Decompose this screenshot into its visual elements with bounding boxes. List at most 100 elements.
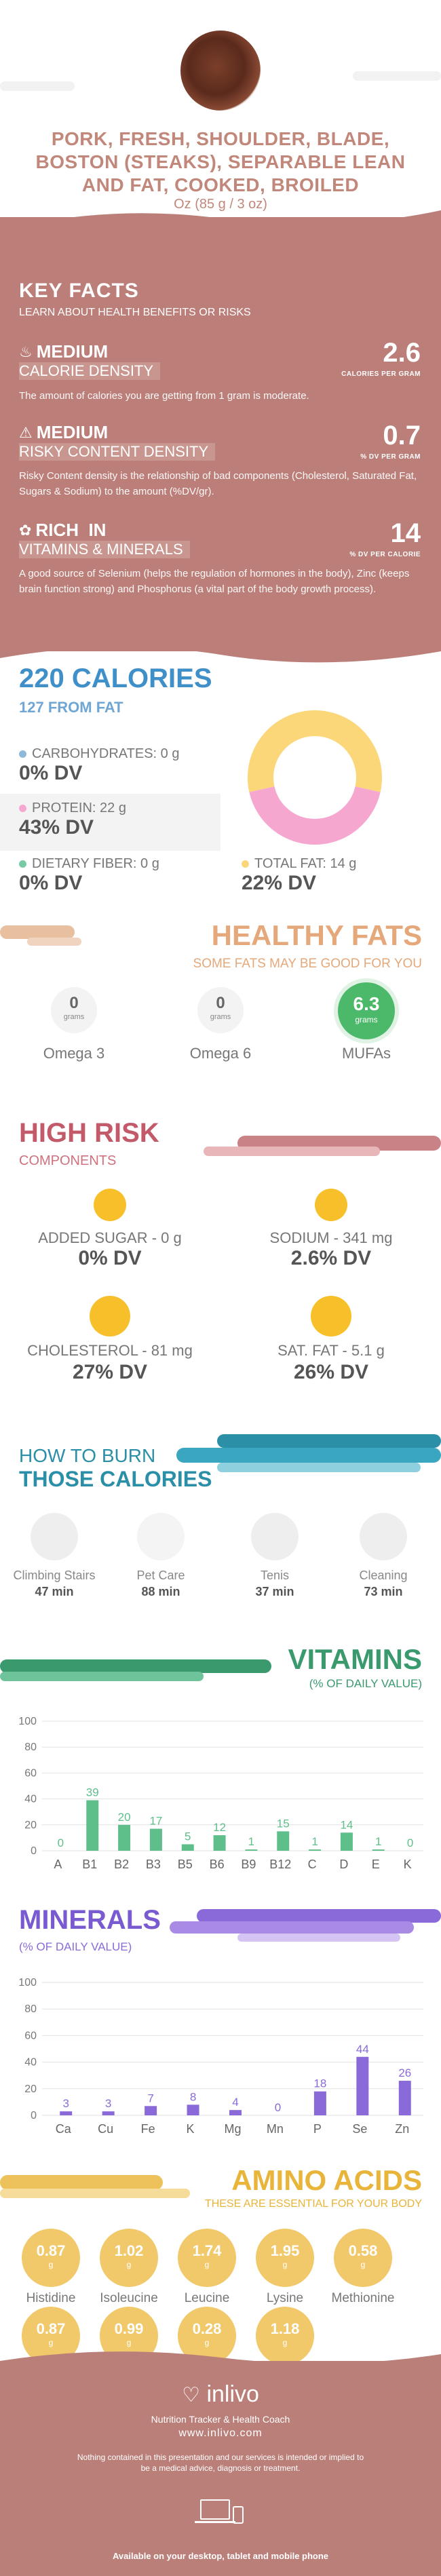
amino-unit: g [204, 2260, 210, 2269]
fiber-block: DIETARY FIBER: 0 g 0% DV [19, 856, 159, 895]
footer-disclaimer: Nothing contained in this presentation a… [77, 2453, 364, 2473]
smile-icon [94, 1189, 126, 1221]
stairs-icon [31, 1513, 78, 1560]
mineral-category-label: Ca [56, 2122, 72, 2136]
vitamin-ytick-label: 80 [24, 1742, 37, 1753]
vitamin-ytick-label: 40 [24, 1794, 37, 1805]
amino-value: 1.18 [270, 2320, 300, 2337]
vitamin-category-label: D [339, 1858, 348, 1871]
omega3-unit: grams [63, 1013, 85, 1021]
high-risk-subtitle: COMPONENTS [19, 1153, 117, 1168]
vitamin-bar-D [340, 1832, 353, 1851]
omega6-name: Omega 6 [189, 1045, 252, 1062]
smile-icon [315, 1189, 347, 1221]
activity-tennis-name: Tenis [260, 1569, 290, 1582]
mineral-bar-Cu [102, 2111, 115, 2115]
high-risk-decor [204, 1136, 441, 1156]
high-risk-title: HIGH RISK [19, 1118, 159, 1148]
amino-name: Histidine [26, 2291, 76, 2305]
donut-segment-fat [248, 710, 382, 792]
sat-fat-dv-wrap: 26% DV [229, 1361, 433, 1384]
activity-cleaning-name: Cleaning [359, 1569, 408, 1582]
vitamins-rich-level: RICH IN [35, 520, 107, 540]
mineral-category-label: Fe [141, 2122, 155, 2136]
amino-circle-valine: 1.18 g [256, 2307, 314, 2365]
footer-tagline: Nutrition Tracker & Health Coach [151, 2414, 290, 2425]
amino-unit: g [204, 2338, 210, 2347]
minerals-bar-chart: 0 20 40 60 80 100 3 Ca 3 Cu 7 Fe 8 K 4 Mg 0 Mn 18 P 44 Se 26 Zn [19, 1977, 423, 2136]
cholesterol-label: CHOLESTEROL - 81 mg [27, 1342, 193, 1359]
mineral-bar-Fe [145, 2106, 157, 2115]
amino-unit: g [126, 2338, 132, 2347]
footer-url[interactable]: www.inlivo.com [178, 2427, 263, 2439]
added-sugar-label: ADDED SUGAR - 0 g [38, 1229, 182, 1246]
minerals-subtitle: (% OF DAILY VALUE) [19, 1940, 132, 1953]
tennis-icon [251, 1513, 299, 1560]
omega3-bubble: 0 grams [51, 987, 97, 1033]
omega3-value: 0 [69, 994, 79, 1012]
dog-walk-icon [137, 1513, 185, 1560]
protein-dot [19, 805, 26, 812]
vitamin-ytick-label: 20 [24, 1820, 37, 1831]
calories-from-fat: 127 FROM FAT [19, 699, 123, 716]
omega3-name: Omega 3 [43, 1045, 105, 1062]
sodium-dv: 2.6% DV [290, 1247, 372, 1269]
risky-density-text: Risky Content density is the relationshi… [19, 470, 417, 497]
fiber-label: DIETARY FIBER: 0 g [32, 856, 159, 871]
vitamin-ytick-label: 100 [19, 1716, 37, 1727]
cholesterol-dv: 27% DV [72, 1361, 148, 1383]
key-facts-wave-bottom [0, 631, 441, 663]
header-decor-left [0, 81, 75, 91]
mufa-name: MUFAs [341, 1045, 391, 1062]
calorie-density-text: The amount of calories you are getting f… [19, 390, 309, 402]
calories-title: 220 CALORIES [19, 664, 212, 693]
protein-label: PROTEIN: 22 g [32, 801, 126, 815]
mineral-ytick-label: 20 [24, 2083, 37, 2095]
mineral-ytick-label: 80 [24, 2003, 37, 2015]
vitamin-bar-B3 [149, 1828, 162, 1851]
mineral-category-label: Mg [224, 2122, 241, 2136]
carbs-label: CARBOHYDRATES: 0 g [32, 746, 180, 761]
key-facts-section [0, 217, 441, 651]
vitamin-category-label: E [372, 1858, 380, 1871]
mineral-value-label: 3 [105, 2097, 111, 2110]
leaf-icon: ✿ [19, 521, 32, 539]
smile-icon [311, 1296, 351, 1337]
fat-dot [242, 860, 249, 868]
mineral-bar-Se [356, 2056, 369, 2115]
protein-block: PROTEIN: 22 g 43% DV [19, 801, 126, 839]
amino-title: AMINO ACIDS [231, 2164, 422, 2196]
mineral-value-label: 0 [275, 2101, 281, 2114]
vitamin-category-label: B5 [178, 1858, 193, 1871]
vitamin-category-label: B2 [114, 1858, 129, 1871]
omega6-value: 0 [216, 994, 225, 1012]
amino-circle-leucine: 1.74 g [178, 2229, 236, 2287]
amino-circle-lysine: 1.95 g [256, 2229, 314, 2287]
vitamins-title: VITAMINS [288, 1643, 422, 1675]
amino-value: 0.99 [114, 2320, 144, 2337]
calorie-density-block: ♨ MEDIUM CALORIE DENSITY [19, 341, 161, 380]
amino-decor [0, 2175, 190, 2198]
carbs-block: CARBOHYDRATES: 0 g 0% DV [19, 746, 179, 785]
risky-density-value: 0.7 [383, 421, 421, 450]
activity-stairs-name: Climbing Stairs [13, 1569, 96, 1582]
vitamin-bar-B5 [181, 1844, 194, 1851]
added-sugar-dv-wrap: 0% DV [8, 1247, 212, 1270]
calorie-density-unit: CALORIES PER GRAM [341, 370, 421, 378]
vitamin-bar-B9 [245, 1849, 258, 1851]
mineral-ytick-label: 60 [24, 2030, 37, 2041]
risky-density-block: ⚠ MEDIUM RISKY CONTENT DENSITY [19, 422, 216, 461]
vitamin-category-label: B9 [241, 1858, 256, 1871]
vitamin-bar-B6 [213, 1835, 226, 1851]
mufa-value: 6.3 [353, 993, 380, 1014]
page-title: PORK, FRESH, SHOULDER, BLADE, BOSTON (ST… [35, 128, 406, 195]
risky-density-unit: % DV PER GRAM [360, 453, 421, 461]
vitamins-decor [0, 1659, 271, 1681]
vitamin-value-label: 1 [311, 1835, 318, 1848]
key-facts-subtitle: LEARN ABOUT HEALTH BENEFITS OR RISKS [19, 307, 251, 318]
portion-size: Oz (85 g / 3 oz) [174, 197, 267, 212]
activity-stairs-time: 47 min [35, 1585, 74, 1598]
minerals-decor [170, 1909, 441, 1942]
amino-unit: g [48, 2260, 54, 2269]
amino-value: 1.02 [114, 2242, 144, 2259]
